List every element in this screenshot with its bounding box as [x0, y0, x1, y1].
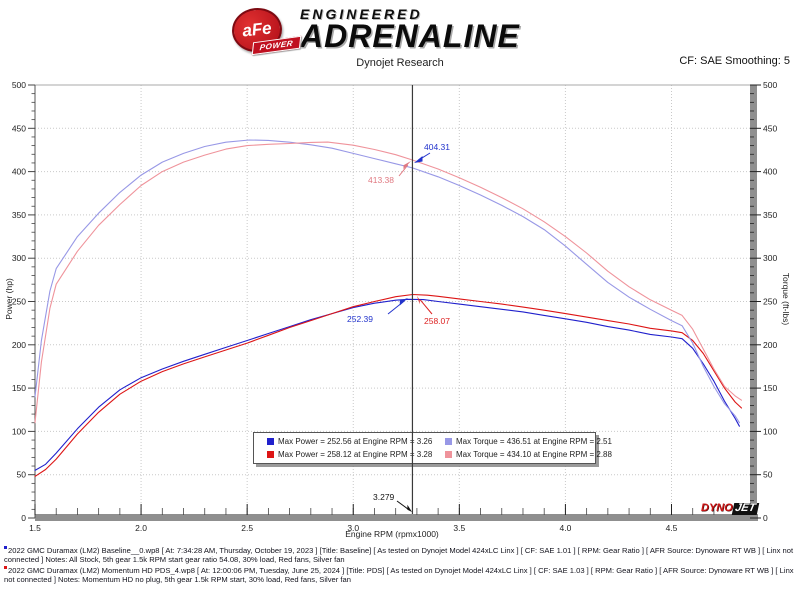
- legend-box: Max Power = 252.56 at Engine RPM = 3.26 …: [253, 432, 612, 464]
- x-axis-title: Engine RPM (rpmx1000): [345, 529, 439, 539]
- logo-engineered-text: ENGINEERED: [300, 6, 423, 22]
- x-tick-label: 3.0: [347, 523, 359, 533]
- dynojet-logo-jet: JET: [731, 502, 760, 515]
- x-tick-label: 4.5: [666, 523, 678, 533]
- x-tick-label: 1.5: [29, 523, 41, 533]
- y-tick-label-left: 200: [12, 340, 26, 350]
- y-tick-label-left: 250: [12, 297, 26, 307]
- curve-baseline-power: [34, 298, 740, 471]
- y-tick-label-left: 0: [21, 513, 26, 523]
- header: aFe POWER ENGINEERED ADRENALINE Dynojet …: [0, 0, 800, 80]
- legend-swatch-pds-power: [267, 451, 274, 458]
- y-tick-label-right: 500: [763, 80, 777, 90]
- y-tick-label-left: 300: [12, 253, 26, 263]
- y-tick-label-right: 0: [763, 513, 768, 523]
- dynojet-logo: DYNOJET: [701, 502, 760, 515]
- y-tick-label-right: 250: [763, 297, 777, 307]
- y-tick-label-right: 450: [763, 123, 777, 133]
- run1-color-marker: [4, 546, 7, 550]
- legend-label: Max Power = 258.12 at Engine RPM = 3.28: [278, 450, 433, 459]
- curve-pds-power: [34, 293, 743, 477]
- x-tick-label: 2.0: [135, 523, 147, 533]
- logo-adrenaline-text: ADRENALINE: [300, 18, 520, 54]
- y-tick-label-left: 50: [17, 470, 27, 480]
- y-tick-label-left: 500: [12, 80, 26, 90]
- legend-swatch-baseline-power: [267, 438, 274, 445]
- x-axis-bar: [35, 514, 758, 521]
- right-axis-title: Torque (ft-lbs): [781, 272, 791, 326]
- afe-badge-icon: aFe POWER: [229, 5, 302, 56]
- legend-swatch-baseline-torque: [445, 438, 452, 445]
- curve-baseline-torque: [34, 139, 740, 424]
- legend-item-pds-power: Max Power = 258.12 at Engine RPM = 3.28: [267, 448, 445, 461]
- legend-swatch-pds-torque: [445, 451, 452, 458]
- y-tick-label-left: 150: [12, 383, 26, 393]
- run-notes: 2022 GMC Duramax (LM2) Baseline__0.wp8 […: [4, 546, 798, 586]
- y-tick-label-right: 400: [763, 167, 777, 177]
- y-tick-label-right: 50: [763, 470, 773, 480]
- legend-label: Max Torque = 436.51 at Engine RPM = 2.51: [456, 437, 612, 446]
- legend-item-baseline-power: Max Power = 252.56 at Engine RPM = 3.26: [267, 435, 445, 448]
- y-tick-label-left: 100: [12, 426, 26, 436]
- y-tick-label-right: 350: [763, 210, 777, 220]
- smoothing-setting: CF: SAE Smoothing: 5: [679, 55, 790, 67]
- chart-title: Dynojet Research: [356, 57, 444, 69]
- y-tick-label-right: 200: [763, 340, 777, 350]
- y-tick-label-left: 400: [12, 167, 26, 177]
- y-tick-label-right: 150: [763, 383, 777, 393]
- y-tick-label-right: 100: [763, 426, 777, 436]
- legend-label: Max Torque = 434.10 at Engine RPM = 2.88: [456, 450, 612, 459]
- curve-pds-torque: [34, 141, 743, 424]
- afe-power-logo: aFe POWER ENGINEERED ADRENALINE: [229, 5, 520, 56]
- x-tick-label: 2.5: [241, 523, 253, 533]
- run-note-baseline: 2022 GMC Duramax (LM2) Baseline__0.wp8 […: [4, 546, 798, 565]
- run2-color-marker: [4, 566, 7, 570]
- afe-badge-text: aFe: [241, 18, 273, 41]
- y-tick-label-right: 300: [763, 253, 777, 263]
- x-tick-label: 4.0: [560, 523, 572, 533]
- x-tick-label: 3.5: [453, 523, 465, 533]
- run-note-text: 2022 GMC Duramax (LM2) Baseline__0.wp8 […: [4, 546, 794, 565]
- legend-item-pds-torque: Max Torque = 434.10 at Engine RPM = 2.88: [445, 448, 612, 461]
- dynojet-logo-dyno: DYNO: [701, 502, 733, 514]
- legend-item-baseline-torque: Max Torque = 436.51 at Engine RPM = 2.51: [445, 435, 612, 448]
- right-axis-bar: [750, 85, 757, 521]
- y-tick-label-left: 450: [12, 123, 26, 133]
- run-note-pds: 2022 GMC Duramax (LM2) Momentum HD PDS_4…: [4, 566, 798, 585]
- y-tick-label-left: 350: [12, 210, 26, 220]
- legend-label: Max Power = 252.56 at Engine RPM = 3.26: [278, 437, 433, 446]
- run-note-text: 2022 GMC Duramax (LM2) Momentum HD PDS_4…: [4, 565, 794, 585]
- left-axis-title: Power (hp): [4, 278, 14, 320]
